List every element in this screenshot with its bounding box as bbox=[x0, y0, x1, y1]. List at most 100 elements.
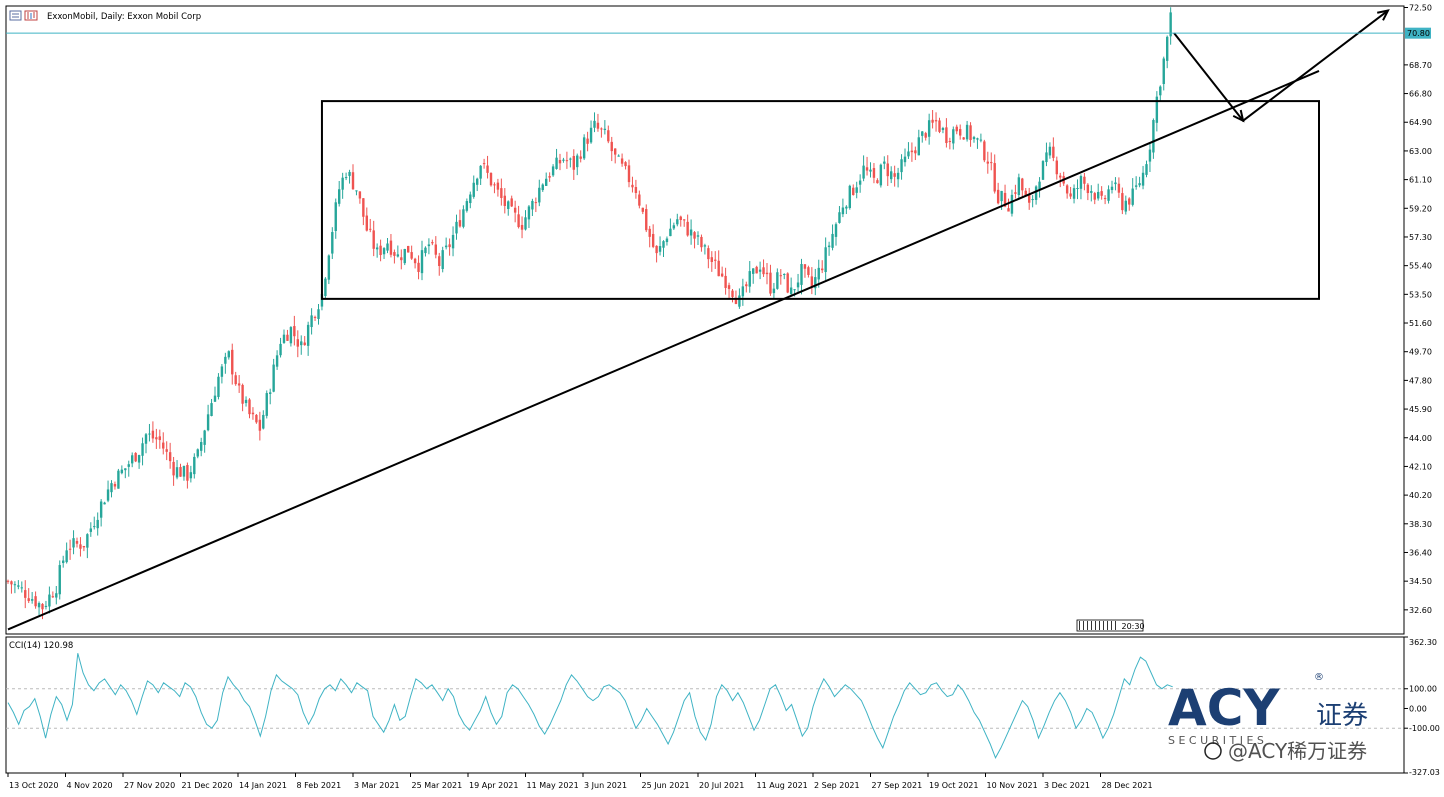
candle-body bbox=[182, 465, 186, 477]
candle-body bbox=[17, 585, 20, 587]
candle-body bbox=[634, 187, 638, 193]
main-plot-frame bbox=[5, 5, 1405, 635]
chart-window-icon[interactable] bbox=[9, 10, 22, 21]
price-y-tick-label: 45.90 bbox=[1409, 405, 1432, 414]
candle-body bbox=[924, 133, 927, 138]
candle-body bbox=[817, 267, 820, 280]
candle-body bbox=[296, 339, 299, 347]
candle-body bbox=[489, 172, 493, 186]
candle-body bbox=[472, 182, 475, 197]
candle-body bbox=[755, 266, 758, 274]
candle-body bbox=[738, 295, 741, 307]
candle-body bbox=[1059, 175, 1062, 178]
candle-body bbox=[1072, 188, 1076, 199]
candle-body bbox=[683, 219, 686, 221]
candle-body bbox=[313, 316, 317, 318]
candle-body bbox=[375, 247, 379, 250]
candle-body bbox=[13, 584, 17, 586]
candle-body bbox=[110, 483, 113, 493]
candle-body bbox=[593, 120, 596, 128]
candle-body bbox=[393, 252, 396, 256]
candle-body bbox=[841, 207, 845, 215]
x-tick-label: 2 Sep 2021 bbox=[814, 781, 860, 790]
cci-series bbox=[7, 653, 1173, 759]
candle-body bbox=[1038, 181, 1041, 190]
candle-body bbox=[1010, 194, 1014, 214]
candle-body bbox=[244, 399, 248, 404]
candle-body bbox=[37, 603, 41, 608]
candle-body bbox=[189, 472, 193, 479]
candle-body bbox=[1152, 120, 1155, 153]
candle-body bbox=[627, 165, 631, 183]
candle-body bbox=[441, 250, 444, 270]
candle-body bbox=[693, 232, 696, 239]
x-tick-label: 27 Nov 2020 bbox=[124, 781, 175, 790]
x-tick-label: 19 Apr 2021 bbox=[469, 781, 518, 790]
candle-body bbox=[27, 598, 30, 602]
candle-body bbox=[662, 241, 665, 248]
candle-body bbox=[103, 502, 106, 505]
candle-body bbox=[814, 277, 817, 289]
candle-body bbox=[1124, 200, 1127, 212]
candle-body bbox=[365, 215, 368, 231]
candle-body bbox=[320, 293, 324, 307]
candle-body bbox=[779, 275, 782, 277]
candle-body bbox=[172, 461, 175, 476]
candle-body bbox=[903, 156, 907, 163]
candle-body bbox=[914, 150, 917, 154]
candle-body bbox=[582, 137, 586, 159]
candle-body bbox=[810, 276, 814, 287]
price-y-tick-label: 57.30 bbox=[1409, 233, 1432, 242]
candle-body bbox=[10, 581, 13, 585]
candle-body bbox=[965, 124, 969, 140]
candle-body bbox=[824, 247, 827, 273]
candle-body bbox=[890, 171, 893, 180]
price-y-tick-label: 47.80 bbox=[1409, 376, 1432, 385]
candle-body bbox=[20, 587, 23, 589]
candle-body bbox=[1107, 189, 1110, 201]
candle-body bbox=[1055, 160, 1058, 175]
acy-logo: ACY ® 证券 S E C U R I T I E S @ACY稀万证券 bbox=[1168, 672, 1368, 763]
x-tick-label: 13 Oct 2020 bbox=[9, 781, 58, 790]
candle-body bbox=[165, 449, 168, 452]
candle-body bbox=[241, 384, 244, 404]
candle-body bbox=[679, 216, 682, 220]
candle-body bbox=[624, 162, 627, 167]
candle-body bbox=[379, 245, 382, 256]
candle-body bbox=[948, 141, 952, 143]
candle-body bbox=[610, 141, 613, 152]
price-y-tick-label: 68.70 bbox=[1409, 61, 1432, 70]
candle-body bbox=[431, 242, 434, 244]
candle-body bbox=[265, 393, 268, 416]
x-tick-label: 4 Nov 2020 bbox=[67, 781, 113, 790]
candle-body bbox=[344, 177, 348, 179]
candle-body bbox=[1014, 192, 1017, 194]
candle-body bbox=[745, 284, 748, 287]
candle-body bbox=[303, 342, 306, 346]
candle-body bbox=[741, 286, 745, 297]
candle-body bbox=[386, 243, 389, 251]
candle-body bbox=[831, 233, 834, 248]
candle-body bbox=[710, 257, 713, 262]
candle-body bbox=[955, 126, 958, 132]
candle-body bbox=[420, 250, 424, 274]
candle-body bbox=[24, 590, 27, 598]
candle-body bbox=[196, 449, 199, 457]
acy-logo-brand: ACY bbox=[1168, 679, 1280, 737]
candle-body bbox=[520, 224, 524, 230]
candle-body bbox=[203, 430, 206, 445]
candle-body bbox=[96, 519, 99, 529]
window-title-group: ExxonMobil, Daily: Exxon Mobil Corp bbox=[9, 10, 201, 22]
candle-body bbox=[255, 414, 258, 423]
candle-body bbox=[200, 442, 203, 451]
candle-body bbox=[155, 437, 158, 440]
x-tick-label: 10 Nov 2021 bbox=[987, 781, 1038, 790]
watermark-icon bbox=[1204, 742, 1222, 760]
candle-body bbox=[927, 120, 931, 137]
candle-body bbox=[551, 166, 555, 176]
x-tick-label: 3 Mar 2021 bbox=[354, 781, 400, 790]
candle-body bbox=[175, 467, 179, 478]
candle-body bbox=[934, 120, 938, 122]
candle-body bbox=[1093, 193, 1096, 200]
candle-body bbox=[1079, 176, 1083, 189]
